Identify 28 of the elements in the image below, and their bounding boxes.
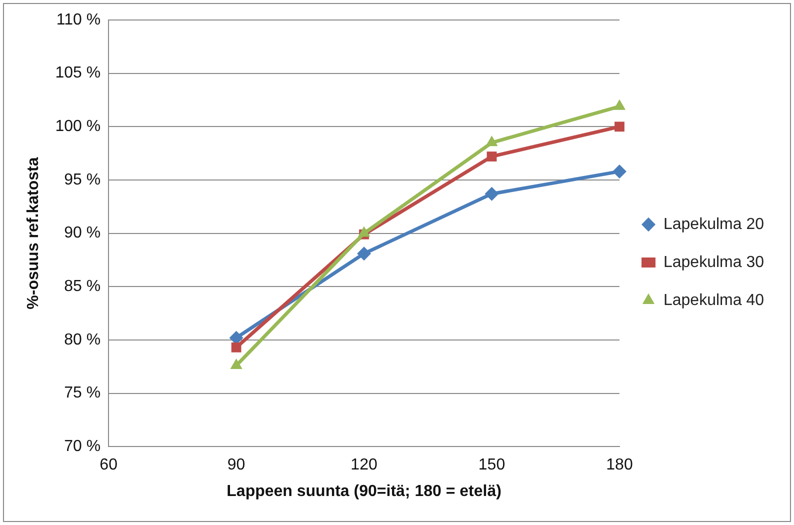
point	[484, 186, 499, 201]
y-tick-label: 90 %	[64, 224, 101, 242]
legend-label: Lapekulma 20	[663, 216, 764, 233]
x-axis-title: Lappeen suunta (90=itä; 180 = etelä)	[226, 482, 502, 500]
point	[357, 246, 372, 261]
y-tick-label: 100 %	[55, 118, 101, 136]
y-tick-label: 85 %	[64, 278, 101, 296]
y-tick-label: 70 %	[64, 438, 101, 456]
y-tick-label: 80 %	[64, 331, 101, 348]
legend-label: Lapekulma 40	[663, 292, 764, 309]
y-axis-title: %-osuus ref.katosta	[25, 157, 42, 310]
y-tick-label: 105 %	[55, 64, 101, 82]
point	[486, 152, 497, 162]
point	[231, 342, 242, 352]
legend-label: Lapekulma 30	[663, 254, 764, 271]
point	[612, 164, 626, 178]
point	[486, 136, 498, 146]
x-tick-label: 60	[100, 456, 118, 474]
x-tick-label: 180	[606, 456, 633, 474]
point	[358, 226, 370, 237]
point	[230, 358, 242, 370]
y-tick-label: 75 %	[64, 384, 101, 402]
x-tick-label: 150	[478, 456, 506, 474]
x-tick-label: 90	[227, 456, 246, 474]
y-tick-label: 110 %	[56, 11, 101, 28]
point	[614, 122, 624, 132]
y-tick-label: 95 %	[64, 171, 101, 188]
x-tick-label: 120	[350, 456, 378, 474]
